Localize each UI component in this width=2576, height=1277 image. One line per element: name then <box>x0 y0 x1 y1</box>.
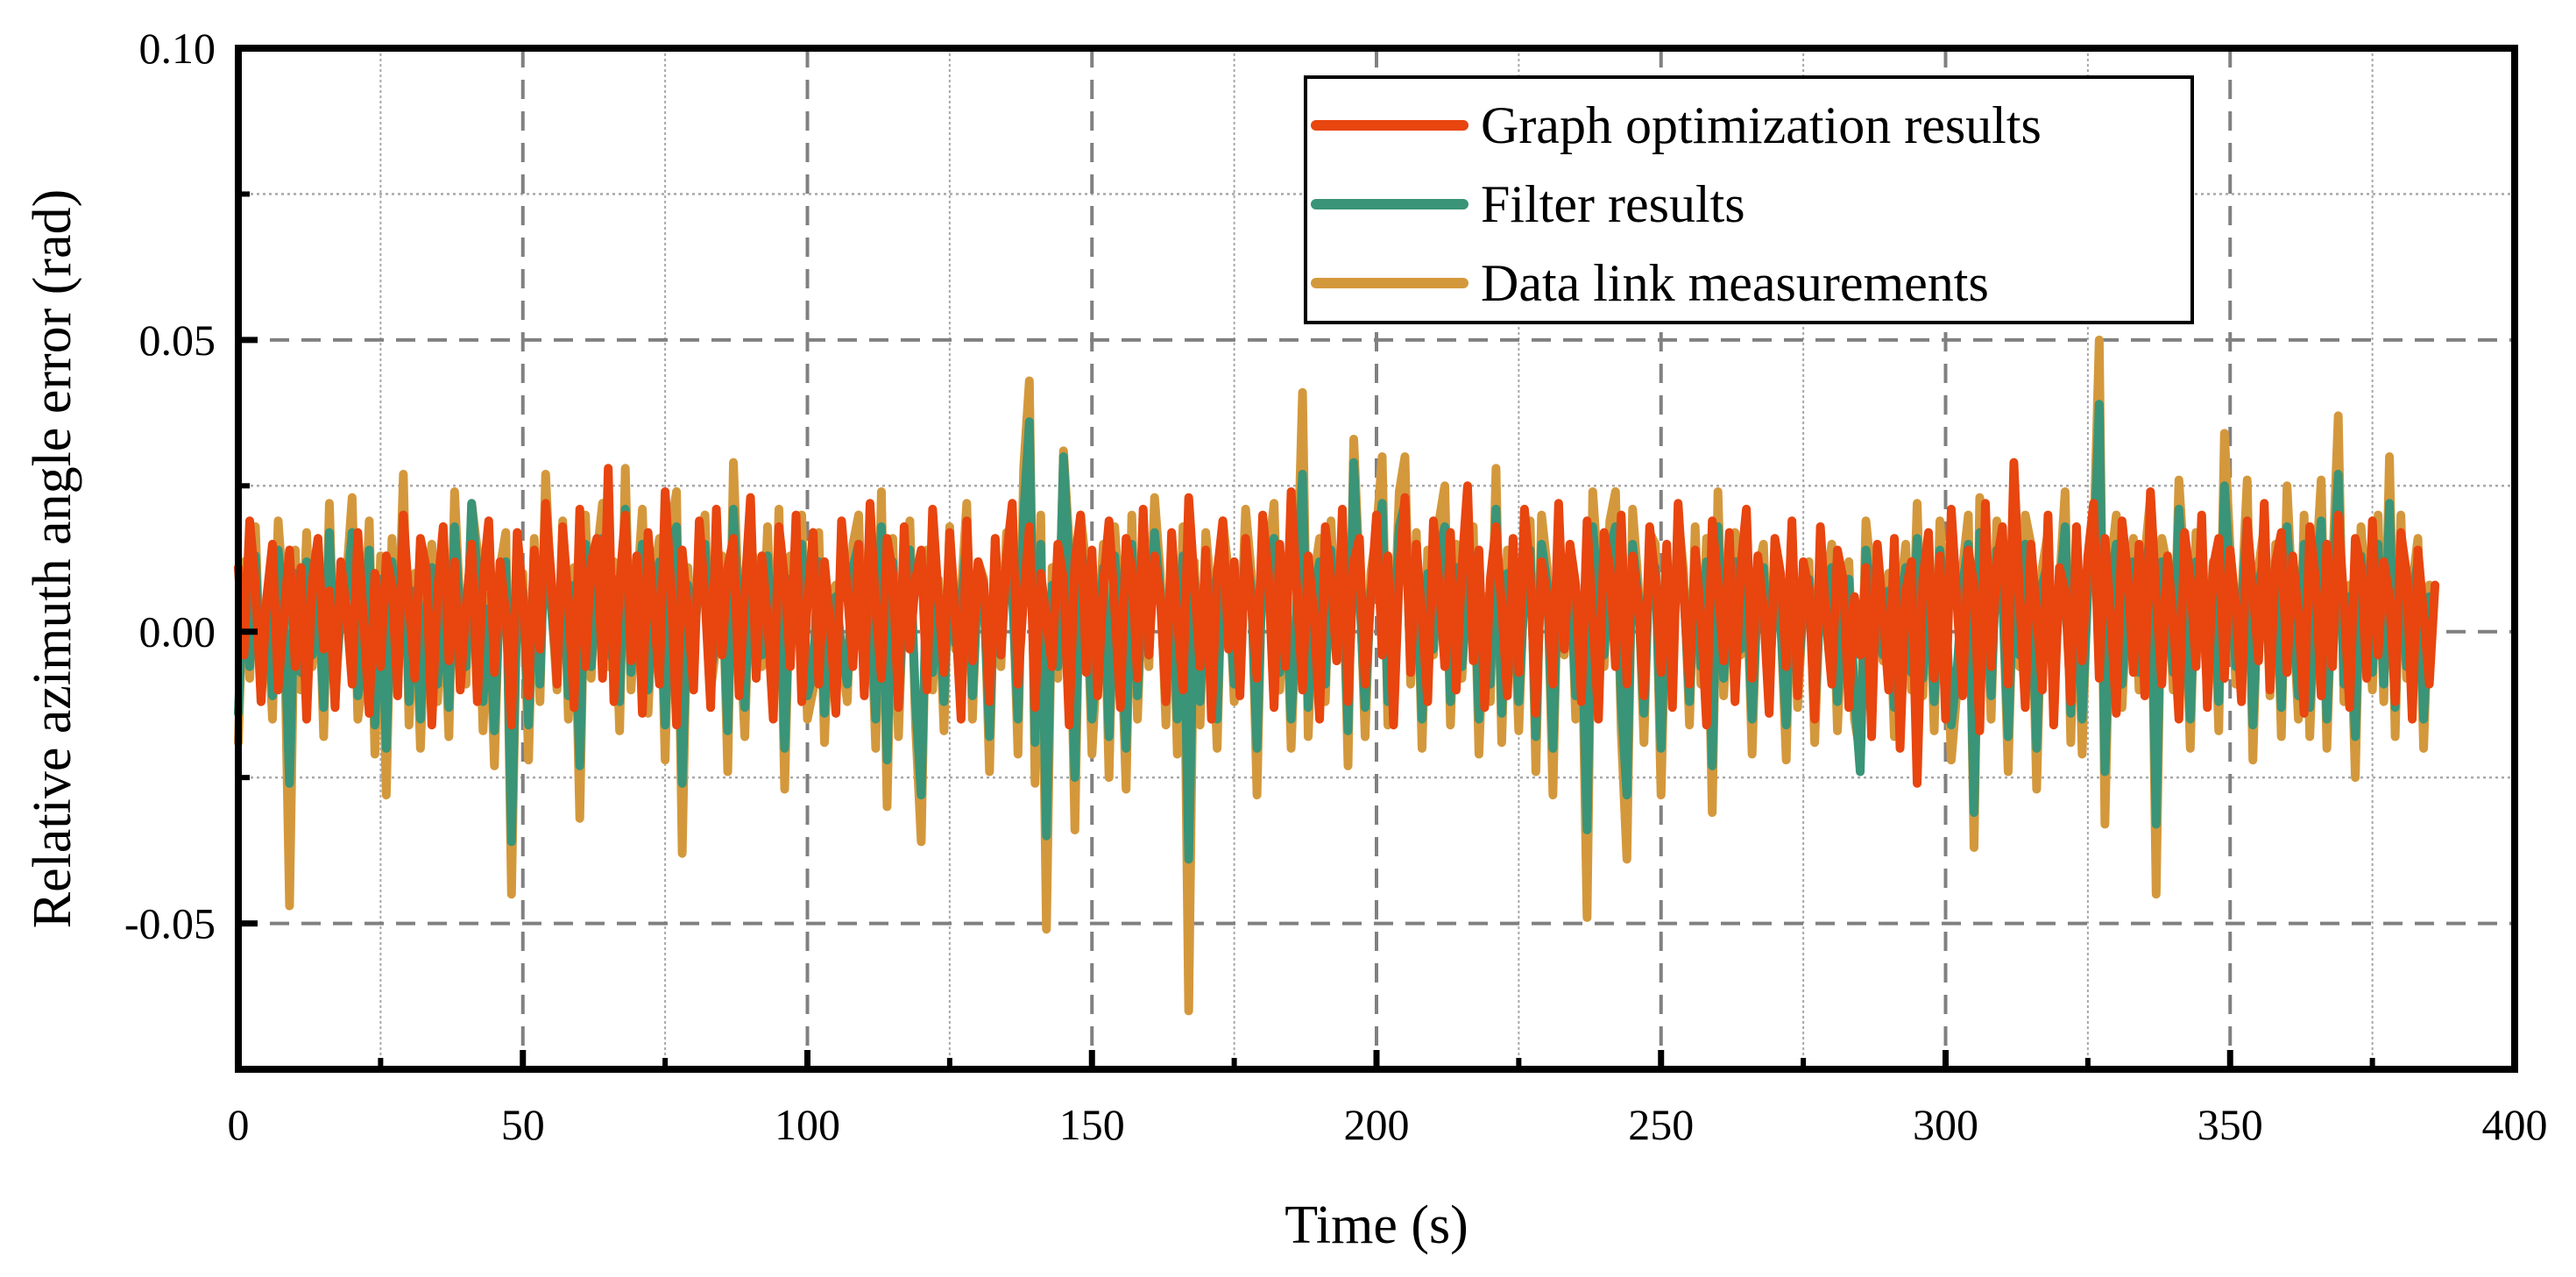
y-axis-title: Relative azimuth angle error (rad) <box>23 189 82 928</box>
x-tick-label: 200 <box>1344 1100 1410 1149</box>
y-tick-label: 0.00 <box>139 607 216 656</box>
legend: Graph optimization results Filter results… <box>1304 75 2194 324</box>
x-tick-label: 250 <box>1628 1100 1694 1149</box>
legend-entry-filter: Filter results <box>1311 175 1745 233</box>
legend-label-graph: Graph optimization results <box>1481 96 2042 154</box>
legend-entry-measure: Data link measurements <box>1311 254 1989 312</box>
tick-layer: 0 50 100 150 200 250 300 350 400 -0.05 0.00 0.05 0.1… <box>124 24 2548 1149</box>
y-tick-label: 0.05 <box>139 316 216 365</box>
x-tick-label: 350 <box>2197 1100 2263 1149</box>
x-tick-label: 300 <box>1913 1100 1978 1149</box>
x-tick-label: 100 <box>775 1100 840 1149</box>
legend-label-filter: Filter results <box>1481 175 1745 233</box>
legend-entry-graph: Graph optimization results <box>1311 96 2042 154</box>
x-tick-label: 0 <box>228 1100 250 1149</box>
x-tick-label: 50 <box>501 1100 545 1149</box>
label-layer: Time (s) Relative azimuth angle error (ra… <box>23 189 1468 1255</box>
series-layer <box>234 335 2440 1016</box>
y-tick-label: 0.10 <box>139 24 216 73</box>
x-tick-label: 400 <box>2482 1100 2548 1149</box>
x-axis-title: Time (s) <box>1284 1195 1468 1255</box>
y-tick-label: -0.05 <box>124 899 216 948</box>
x-tick-label: 150 <box>1059 1100 1125 1149</box>
legend-label-measure: Data link measurements <box>1481 254 1989 312</box>
series-line-graph <box>234 458 2440 788</box>
